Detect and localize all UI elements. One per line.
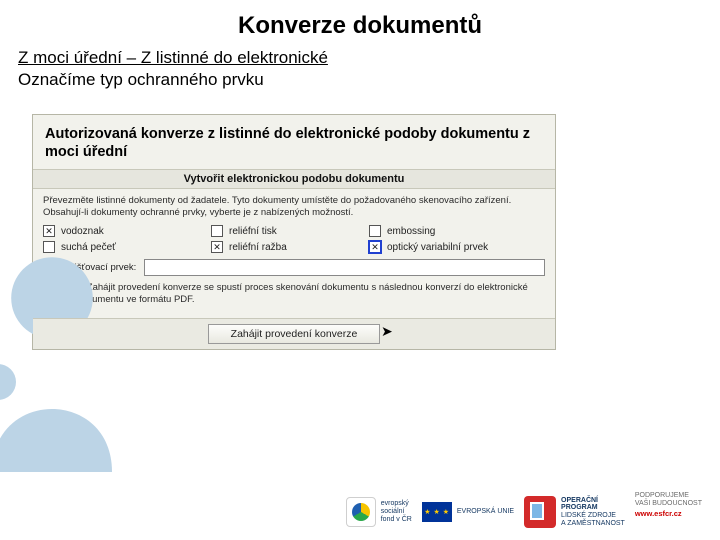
checkbox-label: reliéfní ražba <box>229 242 287 253</box>
op-text: OPERAČNÍ PROGRAMLIDSKÉ ZDROJE A ZAMĚSTNA… <box>561 497 625 528</box>
checkbox-box-icon[interactable]: ✕ <box>369 241 381 253</box>
checkbox-label: optický variabilní prvek <box>387 242 488 253</box>
support-badge: PODPORUJEME VAŠI BUDOUCNOST www.esfcr.cz <box>635 492 702 532</box>
checkbox-label: embossing <box>387 226 435 237</box>
op-badge: OPERAČNÍ PROGRAMLIDSKÉ ZDROJE A ZAMĚSTNA… <box>524 492 625 532</box>
esf-badge: evropský sociální fond v ČR <box>346 492 412 532</box>
page-title: Konverze dokumentů <box>0 12 720 40</box>
background-person-icon <box>0 232 160 472</box>
panel-subheading: Vytvořit elektronickou podobu dokumentu <box>33 169 555 189</box>
button-row: Zahájit provedení konverze ➤ <box>33 318 555 349</box>
checkbox-box-icon[interactable] <box>211 225 223 237</box>
checkbox-box-icon[interactable] <box>369 225 381 237</box>
checkbox-optický-variabilní-prvek[interactable]: ✕ optický variabilní prvek <box>369 241 539 253</box>
other-field-input[interactable] <box>144 259 545 276</box>
footer-logos: evropský sociální fond v ČR ★ ★ ★ EVROPS… <box>0 484 720 540</box>
op-icon <box>524 496 556 528</box>
footer-url: www.esfcr.cz <box>635 509 682 518</box>
esf-text: evropský sociální fond v ČR <box>381 500 412 523</box>
panel-heading: Autorizovaná konverze z listinné do elek… <box>45 125 543 161</box>
eu-badge: ★ ★ ★ EVROPSKÁ UNIE <box>422 492 514 532</box>
checkbox-box-icon[interactable]: ✕ <box>211 241 223 253</box>
page-desc: Označíme typ ochranného prvku <box>18 70 720 90</box>
checkbox-reliéfní-ražba[interactable]: ✕ reliéfní ražba <box>211 241 369 253</box>
cursor-icon: ➤ <box>381 323 393 340</box>
support-text: PODPORUJEME VAŠI BUDOUCNOST <box>635 492 702 507</box>
esf-icon <box>346 497 376 527</box>
checkbox-label: reliéfní tisk <box>229 226 277 237</box>
eu-flag-icon: ★ ★ ★ <box>422 502 452 522</box>
panel-heading-wrap: Autorizovaná konverze z listinné do elek… <box>33 115 555 169</box>
checkbox-reliéfní-tisk[interactable]: reliéfní tisk <box>211 225 369 237</box>
panel-instructions: Převezměte listinné dokumenty od žadatel… <box>43 195 545 219</box>
start-conversion-button[interactable]: Zahájit provedení konverze <box>208 324 381 344</box>
checkbox-embossing[interactable]: embossing <box>369 225 539 237</box>
eu-text: EVROPSKÁ UNIE <box>457 508 514 516</box>
page-subtitle: Z moci úřední – Z listinné do elektronic… <box>18 48 720 68</box>
